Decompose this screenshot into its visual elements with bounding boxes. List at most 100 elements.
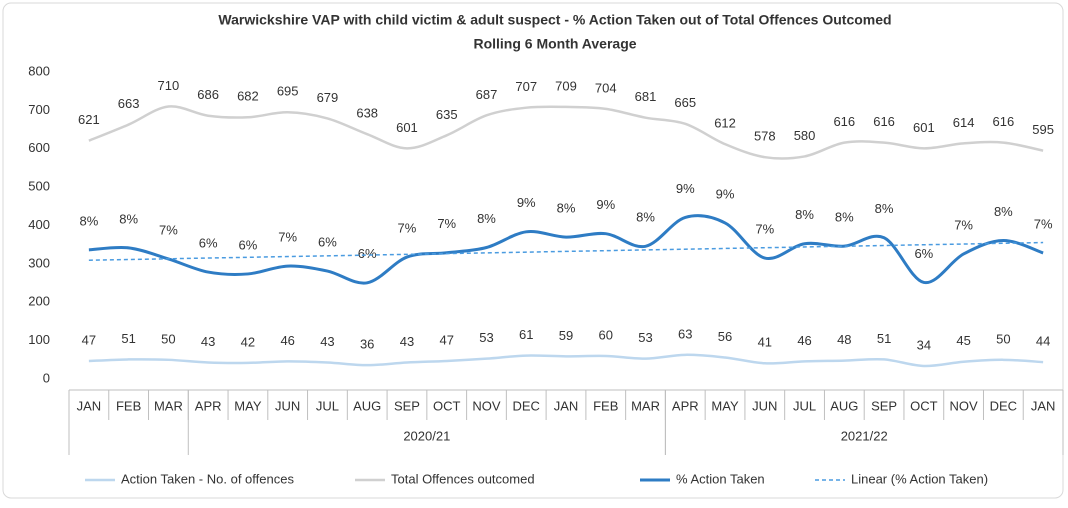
- group-label: 2020/21: [403, 428, 450, 443]
- data-label: 8%: [835, 210, 854, 225]
- data-label: 8%: [557, 201, 576, 216]
- data-label: 7%: [278, 230, 297, 245]
- data-label: 8%: [636, 210, 655, 225]
- data-label: 709: [555, 78, 577, 93]
- chart-subtitle: Rolling 6 Month Average: [473, 36, 636, 52]
- x-tick-label: JUN: [752, 398, 777, 413]
- group-label: 2021/22: [841, 428, 888, 443]
- y-tick-label: 100: [28, 332, 50, 347]
- data-label: 53: [638, 330, 652, 345]
- data-label: 7%: [1034, 216, 1053, 231]
- data-label: 595: [1032, 122, 1054, 137]
- data-label: 60: [599, 327, 613, 342]
- x-tick-label: AUG: [353, 398, 381, 413]
- data-label: 6%: [199, 235, 218, 250]
- data-label: 43: [201, 334, 215, 349]
- y-tick-label: 0: [43, 370, 50, 385]
- data-label: 616: [873, 114, 895, 129]
- data-label: 9%: [517, 195, 536, 210]
- x-tick-label: OCT: [433, 398, 461, 413]
- data-label: 47: [82, 332, 96, 347]
- data-label: 687: [476, 87, 498, 102]
- x-tick-label: JUL: [793, 398, 816, 413]
- data-label: 48: [837, 332, 851, 347]
- data-label: 43: [400, 334, 414, 349]
- data-label: 51: [121, 331, 135, 346]
- data-label: 7%: [159, 222, 178, 237]
- data-label: 7%: [954, 217, 973, 232]
- data-label: 36: [360, 337, 374, 352]
- data-label: 612: [714, 116, 736, 131]
- data-label: 46: [280, 333, 294, 348]
- x-tick-label: SEP: [871, 398, 897, 413]
- x-tick-label: DEC: [513, 398, 540, 413]
- data-label: 665: [674, 95, 696, 110]
- data-label: 6%: [914, 246, 933, 261]
- x-tick-label: DEC: [990, 398, 1017, 413]
- data-label: 46: [797, 333, 811, 348]
- x-tick-label: MAY: [711, 398, 739, 413]
- x-tick-label: APR: [672, 398, 699, 413]
- data-label: 59: [559, 328, 573, 343]
- data-label: 601: [913, 120, 935, 135]
- x-tick-label: FEB: [593, 398, 618, 413]
- x-tick-label: JUN: [275, 398, 300, 413]
- y-tick-label: 400: [28, 217, 50, 232]
- data-label: 621: [78, 112, 100, 127]
- legend-label: Total Offences outcomed: [391, 471, 535, 486]
- data-label: 44: [1036, 334, 1050, 349]
- data-label: 663: [118, 96, 140, 111]
- data-label: 7%: [755, 222, 774, 237]
- series-line: [88, 353, 1044, 368]
- x-tick-label: MAY: [234, 398, 262, 413]
- x-tick-label: JUL: [316, 398, 339, 413]
- series-line: [88, 214, 1044, 285]
- y-tick-label: 200: [28, 294, 50, 309]
- legend-label: Linear (% Action Taken): [851, 471, 988, 486]
- data-label: 710: [158, 78, 180, 93]
- data-label: 63: [678, 326, 692, 341]
- y-tick-label: 300: [28, 255, 50, 270]
- data-label: 7%: [437, 216, 456, 231]
- data-label: 681: [635, 89, 657, 104]
- data-label: 679: [317, 90, 339, 105]
- x-tick-label: MAR: [154, 398, 183, 413]
- chart-frame: [2, 2, 1064, 499]
- data-label: 45: [956, 333, 970, 348]
- data-label: 8%: [79, 213, 98, 228]
- data-label: 9%: [716, 186, 735, 201]
- data-label: 42: [241, 334, 255, 349]
- data-label: 616: [833, 114, 855, 129]
- x-tick-label: NOV: [950, 398, 979, 413]
- y-tick-label: 600: [28, 140, 50, 155]
- legend-label: Action Taken - No. of offences: [121, 471, 294, 486]
- data-label: 638: [356, 106, 378, 121]
- x-tick-label: APR: [195, 398, 222, 413]
- x-tick-label: NOV: [472, 398, 501, 413]
- x-tick-label: AUG: [830, 398, 858, 413]
- data-label: 8%: [477, 211, 496, 226]
- x-tick-label: OCT: [910, 398, 938, 413]
- data-label: 6%: [318, 234, 337, 249]
- data-label: 578: [754, 129, 776, 144]
- data-label: 9%: [596, 197, 615, 212]
- data-label: 50: [996, 331, 1010, 346]
- x-tick-label: MAR: [631, 398, 660, 413]
- x-tick-label: JAN: [77, 398, 102, 413]
- data-label: 707: [515, 79, 537, 94]
- data-label: 9%: [676, 181, 695, 196]
- data-label: 47: [439, 332, 453, 347]
- data-label: 682: [237, 89, 259, 104]
- data-label: 7%: [398, 220, 417, 235]
- data-label: 53: [479, 330, 493, 345]
- data-label: 34: [917, 337, 931, 352]
- data-label: 8%: [875, 201, 894, 216]
- data-label: 686: [197, 87, 219, 102]
- data-label: 8%: [795, 207, 814, 222]
- data-label: 616: [993, 114, 1015, 129]
- data-label: 61: [519, 327, 533, 342]
- data-label: 614: [953, 115, 975, 130]
- x-tick-label: JAN: [554, 398, 579, 413]
- data-label: 6%: [358, 246, 377, 261]
